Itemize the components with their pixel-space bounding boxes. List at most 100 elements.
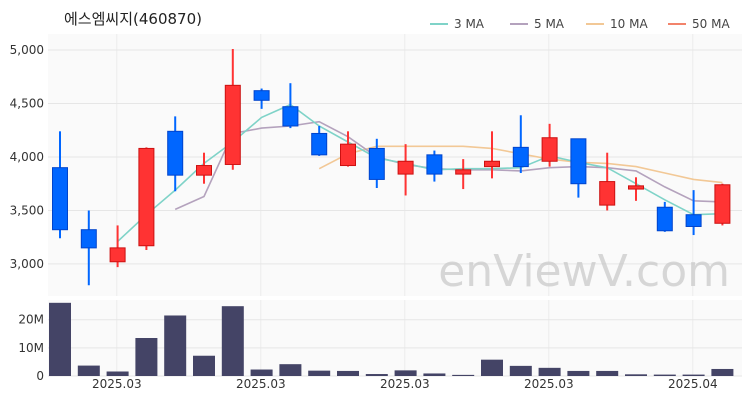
- volume-bar-14: [452, 374, 475, 376]
- volume-tick-label-0: 0: [36, 369, 44, 383]
- candle-20: [628, 177, 644, 201]
- legend-item-2: 10 MA: [586, 17, 648, 31]
- x-tick-label-0: 2025.03: [92, 377, 142, 391]
- price-panel: 3,000 3,500 4,000 4,500 5,000: [10, 34, 742, 296]
- volume-bar-5: [193, 355, 215, 376]
- candle-body-2: [109, 247, 126, 263]
- candle-22: [685, 190, 702, 236]
- candle-body-7: [253, 90, 270, 101]
- price-tick-label-1: 3,500: [10, 203, 44, 217]
- candle-body-15: [484, 160, 500, 168]
- candle-19: [599, 152, 616, 211]
- candle-body-19: [599, 181, 616, 206]
- legend-label-1: 5 MA: [534, 17, 565, 31]
- candle-body-14: [455, 169, 472, 175]
- candle-body-11: [368, 147, 385, 180]
- price-tick-label-0: 3,000: [10, 257, 44, 271]
- volume-bar-6: [221, 306, 244, 376]
- candle-18: [570, 138, 587, 198]
- legend-label-2: 10 MA: [610, 17, 648, 31]
- candle-23: [714, 183, 731, 226]
- volume-bar-22: [682, 374, 705, 376]
- candle-body-22: [685, 214, 702, 227]
- volume-bar-8: [279, 364, 302, 376]
- candle-body-12: [397, 160, 414, 175]
- candle-body-0: [52, 167, 68, 231]
- volume-bar-13: [423, 373, 446, 376]
- candle-14: [455, 159, 472, 190]
- volume-bar-20: [625, 374, 647, 376]
- legend-label-0: 3 MA: [454, 17, 485, 31]
- candle-body-6: [224, 84, 241, 165]
- x-tick-label-3: 2025.03: [524, 377, 574, 391]
- legend-item-0: 3 MA: [430, 17, 485, 31]
- candle-16: [512, 115, 529, 174]
- candle-17: [541, 123, 558, 167]
- candle-body-21: [656, 206, 673, 232]
- candle-body-16: [512, 146, 529, 168]
- candle-body-9: [311, 132, 328, 156]
- volume-bar-9: [308, 370, 331, 376]
- candle-body-4: [167, 130, 184, 176]
- candle-3: [138, 147, 155, 251]
- candle-body-3: [138, 147, 155, 247]
- volume-bar-10: [337, 370, 359, 376]
- candle-10: [340, 131, 356, 167]
- candle-21: [656, 201, 673, 232]
- x-tick-label-4: 2025.04: [668, 377, 718, 391]
- candle-6: [224, 48, 241, 170]
- watermark: enViewV.com: [438, 246, 730, 297]
- volume-bar-16: [509, 365, 532, 376]
- candle-12: [397, 144, 414, 196]
- volume-bar-0: [49, 302, 71, 376]
- volume-bar-21: [653, 374, 676, 376]
- candle-15: [484, 131, 500, 179]
- x-tick-label-2: 2025.03: [380, 377, 430, 391]
- x-tick-label-1: 2025.03: [236, 377, 286, 391]
- legend-item-1: 5 MA: [510, 17, 565, 31]
- volume-tick-label-2: 20M: [18, 313, 44, 327]
- candle-1: [80, 210, 97, 286]
- candle-9: [311, 125, 328, 156]
- legend: 3 MA 5 MA 10 MA 50 MA: [430, 17, 730, 31]
- volume-bar-11: [365, 374, 388, 376]
- volume-bar-2: [106, 371, 129, 376]
- price-tick-label-3: 4,500: [10, 97, 44, 111]
- candle-body-18: [570, 138, 587, 185]
- volume-bar-18: [567, 370, 590, 376]
- candle-7: [253, 88, 270, 109]
- candle-11: [368, 138, 385, 188]
- chart-title: 에스엠씨지(460870): [64, 10, 202, 28]
- volume-bar-12: [394, 370, 417, 376]
- ma3-line: [117, 103, 723, 243]
- legend-item-3: 50 MA: [668, 17, 730, 31]
- legend-label-3: 50 MA: [692, 17, 730, 31]
- volume-bar-23: [711, 368, 734, 376]
- candle-body-8: [282, 106, 299, 127]
- volume-bar-7: [250, 369, 273, 376]
- candle-8: [282, 83, 299, 129]
- volume-bar-17: [538, 367, 561, 376]
- volume-bar-19: [596, 370, 619, 376]
- candle-body-13: [426, 154, 443, 175]
- price-tick-label-2: 4,000: [10, 150, 44, 164]
- candle-4: [167, 116, 184, 192]
- volume-bar-15: [481, 359, 503, 376]
- candle-body-5: [196, 165, 212, 176]
- volume-plot-area: [48, 300, 742, 376]
- volume-bar-3: [135, 338, 158, 376]
- candle-body-17: [541, 137, 558, 162]
- volume-panel: 0 10M 20M: [18, 300, 742, 383]
- candle-body-1: [80, 229, 97, 249]
- candle-5: [196, 152, 212, 184]
- candle-13: [426, 150, 443, 182]
- x-axis: 2025.03 2025.03 2025.03 2025.03 2025.04: [92, 377, 718, 391]
- candle-body-10: [340, 143, 356, 167]
- candle-body-23: [714, 184, 731, 224]
- candle-0: [52, 131, 68, 239]
- candle-body-20: [628, 185, 644, 190]
- candle-2: [109, 225, 126, 268]
- volume-bar-4: [164, 315, 187, 376]
- price-tick-label-4: 5,000: [10, 43, 44, 57]
